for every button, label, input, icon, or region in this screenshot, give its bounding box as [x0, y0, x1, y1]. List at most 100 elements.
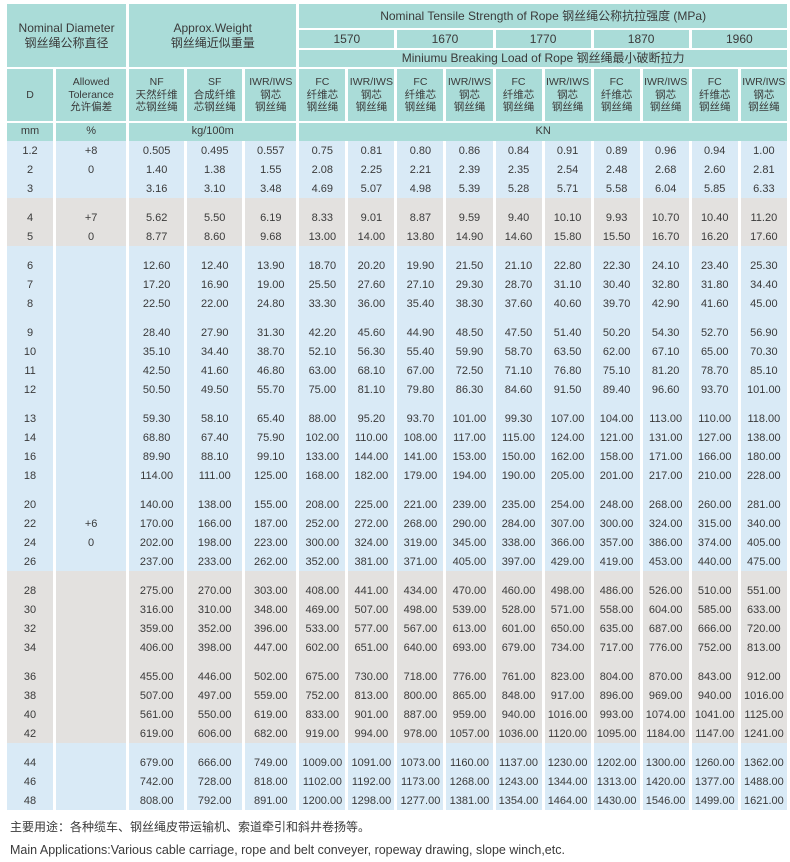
- cell-tolerance: [56, 323, 127, 342]
- cell-value: 2.60: [691, 160, 738, 179]
- cell-value: 734.00: [544, 638, 591, 657]
- spacer-cell: [544, 485, 591, 495]
- cell-value: 528.00: [495, 600, 542, 619]
- cell-value: 843.00: [691, 667, 738, 686]
- cell-value: 46.80: [245, 361, 297, 380]
- cell-value: 270.00: [187, 581, 243, 600]
- cell-value: 21.10: [495, 256, 542, 275]
- cell-value: 31.80: [691, 275, 738, 294]
- spacer-cell: [348, 571, 395, 581]
- cell-value: 978.00: [397, 724, 444, 743]
- spacer-cell: [495, 198, 542, 208]
- cell-value: 15.50: [593, 227, 640, 246]
- cell-value: 352.00: [187, 619, 243, 638]
- cell-value: 56.90: [740, 323, 787, 342]
- cell-value: 1277.00: [397, 791, 444, 810]
- cell-value: 0.86: [446, 141, 493, 160]
- cell-value: 1241.00: [740, 724, 787, 743]
- cell-value: 687.00: [642, 619, 689, 638]
- cell-tolerance: [56, 275, 127, 294]
- cell-value: 606.00: [187, 724, 243, 743]
- cell-value: 150.00: [495, 447, 542, 466]
- spacer-cell: [397, 246, 444, 256]
- header-approx-weight: Approx.Weight 钢丝绳近似重量: [129, 4, 297, 69]
- cell-value: 38.30: [446, 294, 493, 313]
- cell-tolerance: [56, 552, 127, 571]
- spacer-cell: [691, 743, 738, 753]
- cell-value: 56.30: [348, 342, 395, 361]
- cell-tolerance: [56, 409, 127, 428]
- cell-tolerance: [56, 361, 127, 380]
- cell-value: 9.40: [495, 208, 542, 227]
- table-row: 2 0 1.40 1.38 1.55 2.08 2.25 2.21 2.39 2.35 2.54 2.…: [7, 160, 787, 179]
- cell-value: 752.00: [299, 686, 346, 705]
- cell-tolerance: [56, 772, 127, 791]
- spacer-cell: [446, 313, 493, 323]
- table-row: 11 42.50 41.60 46.80 63.00 68.10 67.00 72.50 71.…: [7, 361, 787, 380]
- cell-value: 310.00: [187, 600, 243, 619]
- spacer-cell: [642, 485, 689, 495]
- cell-value: 1120.00: [544, 724, 591, 743]
- cell-value: 429.00: [544, 552, 591, 571]
- cell-value: 198.00: [187, 533, 243, 552]
- cell-value: 133.00: [299, 447, 346, 466]
- spacer-cell: [56, 313, 127, 323]
- cell-value: 39.70: [593, 294, 640, 313]
- cell-value: 48.50: [446, 323, 493, 342]
- cell-value: 1381.00: [446, 791, 493, 810]
- cell-tolerance: [56, 179, 127, 198]
- spacer-cell: [397, 198, 444, 208]
- table-row: 6 12.60 12.40 13.90 18.70 20.20 19.90 21.50 21.1…: [7, 256, 787, 275]
- spacer-cell: [7, 246, 54, 256]
- cell-value: 0.81: [348, 141, 395, 160]
- spacer-cell: [740, 485, 787, 495]
- spacer-cell: [7, 313, 54, 323]
- cell-value: 166.00: [187, 514, 243, 533]
- cell-value: 324.00: [348, 533, 395, 552]
- spacer-cell: [56, 743, 127, 753]
- spacer-cell: [593, 246, 640, 256]
- cell-diameter: 30: [7, 600, 54, 619]
- cell-value: 45.00: [740, 294, 787, 313]
- cell-value: 4.98: [397, 179, 444, 198]
- cell-value: 96.60: [642, 380, 689, 399]
- spacer-cell: [245, 313, 297, 323]
- table-row: 3 3.16 3.10 3.48 4.69 5.07 4.98 5.39 5.28 5.71 5.5…: [7, 179, 787, 198]
- cell-value: 901.00: [348, 705, 395, 724]
- cell-value: 539.00: [446, 600, 493, 619]
- cell-value: 507.00: [348, 600, 395, 619]
- cell-diameter: 36: [7, 667, 54, 686]
- cell-tolerance: [56, 495, 127, 514]
- col-head-d: D: [7, 69, 54, 123]
- cell-value: 248.00: [593, 495, 640, 514]
- spacer-row: [7, 743, 787, 753]
- spacer-cell: [544, 246, 591, 256]
- cell-value: 27.10: [397, 275, 444, 294]
- cell-diameter: 13: [7, 409, 54, 428]
- spacer-cell: [7, 571, 54, 581]
- strength-1870: 1870: [593, 30, 689, 50]
- cell-value: 1184.00: [642, 724, 689, 743]
- cell-value: 24.80: [245, 294, 297, 313]
- cell-value: 1073.00: [397, 753, 444, 772]
- cell-value: 619.00: [129, 724, 185, 743]
- spacer-cell: [740, 571, 787, 581]
- cell-value: 720.00: [740, 619, 787, 638]
- spacer-cell: [56, 399, 127, 409]
- cell-value: 776.00: [642, 638, 689, 657]
- cell-value: 138.00: [740, 428, 787, 447]
- cell-tolerance: [56, 791, 127, 810]
- col-head-iwr-1670: IWR/IWS 钢芯 钢丝绳: [446, 69, 493, 123]
- spacer-cell: [642, 657, 689, 667]
- cell-value: 2.48: [593, 160, 640, 179]
- cell-value: 223.00: [245, 533, 297, 552]
- cell-value: 9.68: [245, 227, 297, 246]
- cell-value: 11.20: [740, 208, 787, 227]
- cell-value: 89.40: [593, 380, 640, 399]
- spacer-cell: [691, 399, 738, 409]
- cell-value: 22.00: [187, 294, 243, 313]
- spacer-cell: [348, 485, 395, 495]
- header-row-breaking: Miniumu Breaking Load of Rope 钢丝绳最小破断拉力: [7, 50, 787, 69]
- cell-diameter: 10: [7, 342, 54, 361]
- table-row: 42 619.00 606.00 682.00 919.00 994.00 978.00 10…: [7, 724, 787, 743]
